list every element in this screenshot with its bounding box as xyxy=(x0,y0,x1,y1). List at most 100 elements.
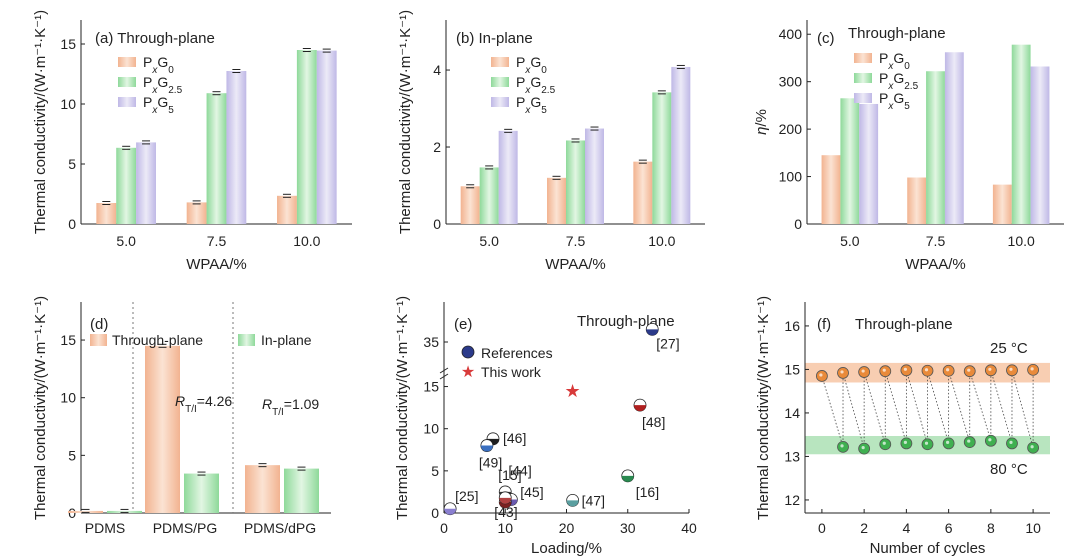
point-label: [27] xyxy=(656,335,679,351)
y-axis-label: Thermal conductivity/(W·m⁻¹·K⁻¹) xyxy=(755,296,772,520)
x-tick-label: PDMS xyxy=(85,520,125,536)
x-tick-label: 7.5 xyxy=(207,233,227,249)
y-tick-label: 5 xyxy=(68,447,76,463)
annotation-25c: 25 °C xyxy=(990,340,1028,357)
annotation-80c: 80 °C xyxy=(990,461,1028,478)
bar-pxg0-10.0 xyxy=(633,161,653,224)
panel-f-cycling-line-chart: 12 13 14 15 16 0 2 4 6 8 10 Number of cycles Thermal… xyxy=(755,296,1050,557)
legend-swatch xyxy=(118,57,136,67)
panel-c-enhancement-bar-chart: 0 100 200 300 400 5.0 7.5 10.0 WPAA/% η/% (c) Throu… xyxy=(753,20,1064,273)
bar-pxg0-5.0 xyxy=(460,186,480,224)
panel-subtitle: Through-plane xyxy=(577,313,675,330)
point-label: [45] xyxy=(520,484,543,500)
panel-title: (c) xyxy=(817,30,835,47)
point-label: [16] xyxy=(636,484,659,500)
point-80c-highlight xyxy=(924,441,929,445)
reference-point-fill xyxy=(634,405,646,412)
x-tick-label: 8 xyxy=(987,520,995,536)
bar-pxg0-7.5 xyxy=(907,177,927,224)
bar-pxg0-10.0 xyxy=(992,184,1012,224)
bar-pxg5-7.5 xyxy=(584,128,604,224)
legend-label: Through-plane xyxy=(112,332,203,348)
x-tick-label: 7.5 xyxy=(926,233,946,249)
scatter-point xyxy=(498,491,512,505)
x-tick-label: 0 xyxy=(440,520,448,536)
x-tick-label: PDMS/PG xyxy=(153,520,218,536)
bar-in-plane-pdms-pg xyxy=(184,473,219,513)
y-tick-label: 5 xyxy=(431,463,439,479)
y-tick-label: 12 xyxy=(784,492,800,508)
x-tick-label: 10.0 xyxy=(648,233,675,249)
scatter-point xyxy=(443,502,457,516)
cycle-connector xyxy=(990,370,1013,444)
legend-label: PxG0 xyxy=(516,54,547,76)
legend-label: PxG5 xyxy=(879,90,910,112)
point-80c-highlight xyxy=(840,444,844,448)
scatter-point xyxy=(480,439,494,452)
bar-pxg2-5-7.5 xyxy=(566,140,585,224)
y-tick-label: 10 xyxy=(60,96,76,112)
legend-label: PxG5 xyxy=(143,94,174,116)
bar-pxg5-5.0 xyxy=(859,103,879,224)
x-axis-label: Number of cycles xyxy=(870,540,986,557)
point-80c-highlight xyxy=(1009,440,1013,444)
point-80c-highlight xyxy=(903,440,907,444)
panel-e-literature-scatter-chart: 0 5 10 15 35 0 10 20 30 40 Loading/% Thermal conduc… xyxy=(394,296,697,557)
y-tick-label: 0 xyxy=(68,216,76,232)
legend-swatch xyxy=(854,73,872,83)
x-tick-label: 5.0 xyxy=(840,233,860,249)
scatter-point xyxy=(621,469,635,483)
y-tick-label: 300 xyxy=(779,74,803,90)
point-25c-highlight xyxy=(840,370,844,374)
reference-point-fill xyxy=(621,475,634,482)
panel-title: (d) xyxy=(90,316,108,333)
y-tick-label: 0 xyxy=(433,216,441,232)
legend-label: This work xyxy=(481,364,542,380)
legend-swatch xyxy=(90,334,107,346)
reference-point-fill xyxy=(480,445,493,452)
legend-label: PxG0 xyxy=(143,54,174,76)
panel-subtitle: Through-plane xyxy=(855,316,953,333)
legend-swatch xyxy=(491,57,509,67)
bar-pxg0-7.5 xyxy=(186,202,207,224)
x-tick-label: 20 xyxy=(559,520,575,536)
point-label: [25] xyxy=(455,488,478,504)
bar-pxg5-7.5 xyxy=(944,52,964,224)
cycle-connector xyxy=(905,370,928,445)
legend-label: In-plane xyxy=(261,332,312,348)
y-tick-label: 15 xyxy=(784,361,800,377)
point-label: [46] xyxy=(503,430,526,446)
legend-swatch xyxy=(491,77,509,87)
point-25c-highlight xyxy=(819,373,823,377)
x-tick-label: 7.5 xyxy=(566,233,586,249)
bar-pxg5-10.0 xyxy=(671,66,691,224)
legend-swatch xyxy=(118,97,136,107)
y-tick-label: 100 xyxy=(779,169,803,185)
x-tick-label: 10.0 xyxy=(293,233,320,249)
x-tick-label: 10.0 xyxy=(1008,233,1035,249)
ratio-annotation: RT/I=4.26 xyxy=(175,393,232,415)
point-25c-highlight xyxy=(946,368,950,372)
y-axis-label: Thermal conductivity/(W·m⁻¹·K⁻¹) xyxy=(32,296,49,520)
x-tick-label: 5.0 xyxy=(479,233,499,249)
scatter-point xyxy=(566,493,580,507)
panel-d-pdms-comparison-bar-chart: 051015Thermal conductivity/(W·m⁻¹·K⁻¹)(d… xyxy=(32,296,331,536)
legend-swatch xyxy=(854,93,872,103)
bar-pxg5-5.0 xyxy=(136,142,156,224)
bar-pxg5-10.0 xyxy=(1030,66,1050,224)
point-80c-highlight xyxy=(1030,445,1034,449)
reference-point-fill xyxy=(646,329,659,336)
point-25c-highlight xyxy=(861,369,865,373)
legend: References ★ This work xyxy=(461,345,553,381)
x-axis-label: WPAA/% xyxy=(905,256,966,273)
point-25c-highlight xyxy=(903,367,907,371)
legend-label: References xyxy=(481,345,553,361)
reference-point-fill xyxy=(444,508,457,515)
y-tick-label: 0 xyxy=(431,505,439,521)
legend-swatch xyxy=(118,77,136,87)
y-axis-label: Thermal conductivity/(W·m⁻¹·K⁻¹) xyxy=(397,10,414,234)
point-80c-highlight xyxy=(861,446,865,450)
x-axis-label: Loading/% xyxy=(531,540,602,557)
point-label: [15] xyxy=(498,467,521,483)
